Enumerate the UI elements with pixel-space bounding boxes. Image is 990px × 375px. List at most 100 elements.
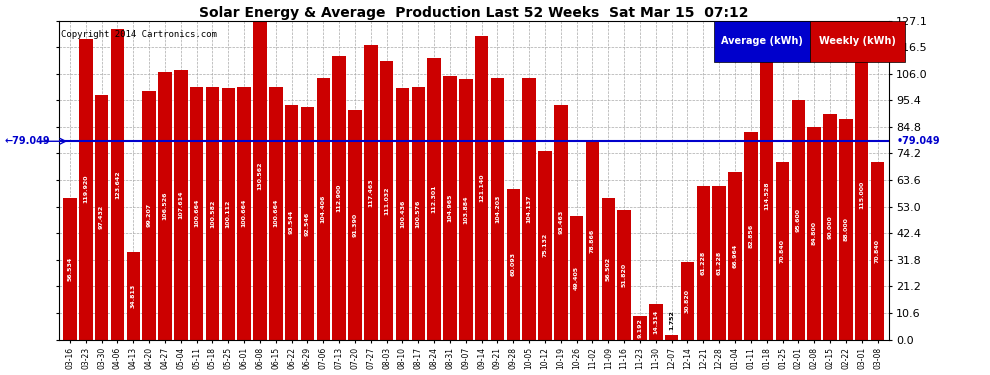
Text: 104.203: 104.203 <box>495 195 500 223</box>
Bar <box>79 39 92 339</box>
Bar <box>428 58 441 339</box>
Bar <box>713 186 726 339</box>
Bar <box>206 87 219 339</box>
Text: 107.614: 107.614 <box>178 190 183 219</box>
Bar <box>729 172 742 339</box>
Text: 66.964: 66.964 <box>733 243 738 268</box>
Text: 56.502: 56.502 <box>606 256 611 281</box>
Text: 92.546: 92.546 <box>305 211 310 236</box>
Text: 61.228: 61.228 <box>701 251 706 275</box>
Text: 111.032: 111.032 <box>384 186 389 214</box>
Bar <box>665 335 678 339</box>
Bar <box>364 45 377 339</box>
Bar <box>459 79 472 339</box>
Text: 1.752: 1.752 <box>669 310 674 330</box>
Bar <box>285 105 298 339</box>
Text: 93.544: 93.544 <box>289 210 294 234</box>
Bar <box>697 186 710 339</box>
Text: 100.664: 100.664 <box>194 199 199 228</box>
Text: 103.884: 103.884 <box>463 195 468 223</box>
Bar <box>586 142 599 339</box>
Text: 30.820: 30.820 <box>685 289 690 313</box>
Bar <box>317 78 330 339</box>
Bar <box>253 12 266 339</box>
Text: 90.000: 90.000 <box>828 215 833 238</box>
Text: •79.049: •79.049 <box>897 136 940 146</box>
Bar <box>127 252 140 339</box>
Bar <box>855 51 868 339</box>
Text: 88.000: 88.000 <box>843 217 848 241</box>
Bar <box>618 210 631 339</box>
Bar <box>222 88 235 339</box>
Text: 78.866: 78.866 <box>590 228 595 253</box>
Text: 100.664: 100.664 <box>273 199 278 228</box>
Text: 115.000: 115.000 <box>859 181 864 210</box>
Bar <box>174 70 187 339</box>
Text: 99.207: 99.207 <box>147 203 151 227</box>
Bar <box>158 72 171 339</box>
Text: 34.813: 34.813 <box>131 284 136 308</box>
Bar <box>95 95 108 339</box>
Text: 95.600: 95.600 <box>796 208 801 232</box>
Text: 106.526: 106.526 <box>162 192 167 220</box>
Text: 56.534: 56.534 <box>67 256 72 281</box>
FancyBboxPatch shape <box>810 21 905 62</box>
Bar <box>760 52 773 339</box>
Text: 70.840: 70.840 <box>780 239 785 263</box>
Bar <box>523 78 536 339</box>
FancyBboxPatch shape <box>715 21 810 62</box>
Text: 100.582: 100.582 <box>210 199 215 228</box>
Bar <box>871 162 884 339</box>
Bar <box>602 198 615 339</box>
Bar <box>681 262 694 339</box>
Text: 61.228: 61.228 <box>717 251 722 275</box>
Bar <box>808 127 821 339</box>
Text: 100.576: 100.576 <box>416 199 421 228</box>
Bar <box>269 87 282 339</box>
Text: 100.664: 100.664 <box>242 199 247 228</box>
Text: 9.192: 9.192 <box>638 318 643 338</box>
Bar <box>333 56 346 339</box>
Bar <box>840 119 852 339</box>
Bar <box>190 87 203 339</box>
Bar <box>554 105 567 339</box>
Text: 60.093: 60.093 <box>511 252 516 276</box>
Bar <box>744 132 757 339</box>
Bar <box>475 36 488 339</box>
Text: 93.463: 93.463 <box>558 210 563 234</box>
Text: 82.856: 82.856 <box>748 224 753 248</box>
Bar <box>824 114 837 339</box>
Text: 112.900: 112.900 <box>337 184 342 212</box>
Text: 49.405: 49.405 <box>574 266 579 290</box>
Bar <box>570 216 583 339</box>
Text: Average (kWh): Average (kWh) <box>721 36 803 46</box>
Text: 100.436: 100.436 <box>400 200 405 228</box>
Text: 51.820: 51.820 <box>622 262 627 286</box>
Bar <box>348 110 361 339</box>
Text: 14.314: 14.314 <box>653 309 658 334</box>
Bar <box>507 189 520 339</box>
Text: 121.140: 121.140 <box>479 173 484 202</box>
Bar <box>396 88 409 339</box>
Text: 91.390: 91.390 <box>352 213 357 237</box>
Bar <box>792 100 805 339</box>
Text: Copyright 2014 Cartronics.com: Copyright 2014 Cartronics.com <box>60 30 217 39</box>
Text: 117.463: 117.463 <box>368 178 373 207</box>
Bar <box>539 151 551 339</box>
Bar <box>238 87 250 339</box>
Bar <box>649 304 662 339</box>
Text: 119.920: 119.920 <box>83 175 88 203</box>
Bar <box>63 198 76 339</box>
Text: 70.840: 70.840 <box>875 239 880 263</box>
Bar <box>444 76 456 339</box>
Bar <box>412 87 425 339</box>
Text: 123.642: 123.642 <box>115 170 120 199</box>
Text: 97.432: 97.432 <box>99 205 104 230</box>
Text: 104.137: 104.137 <box>527 195 532 223</box>
Bar <box>111 29 124 339</box>
Bar <box>776 162 789 339</box>
Text: 114.528: 114.528 <box>764 182 769 210</box>
Bar <box>380 61 393 339</box>
Text: 84.800: 84.800 <box>812 221 817 245</box>
Text: 104.965: 104.965 <box>447 194 452 222</box>
